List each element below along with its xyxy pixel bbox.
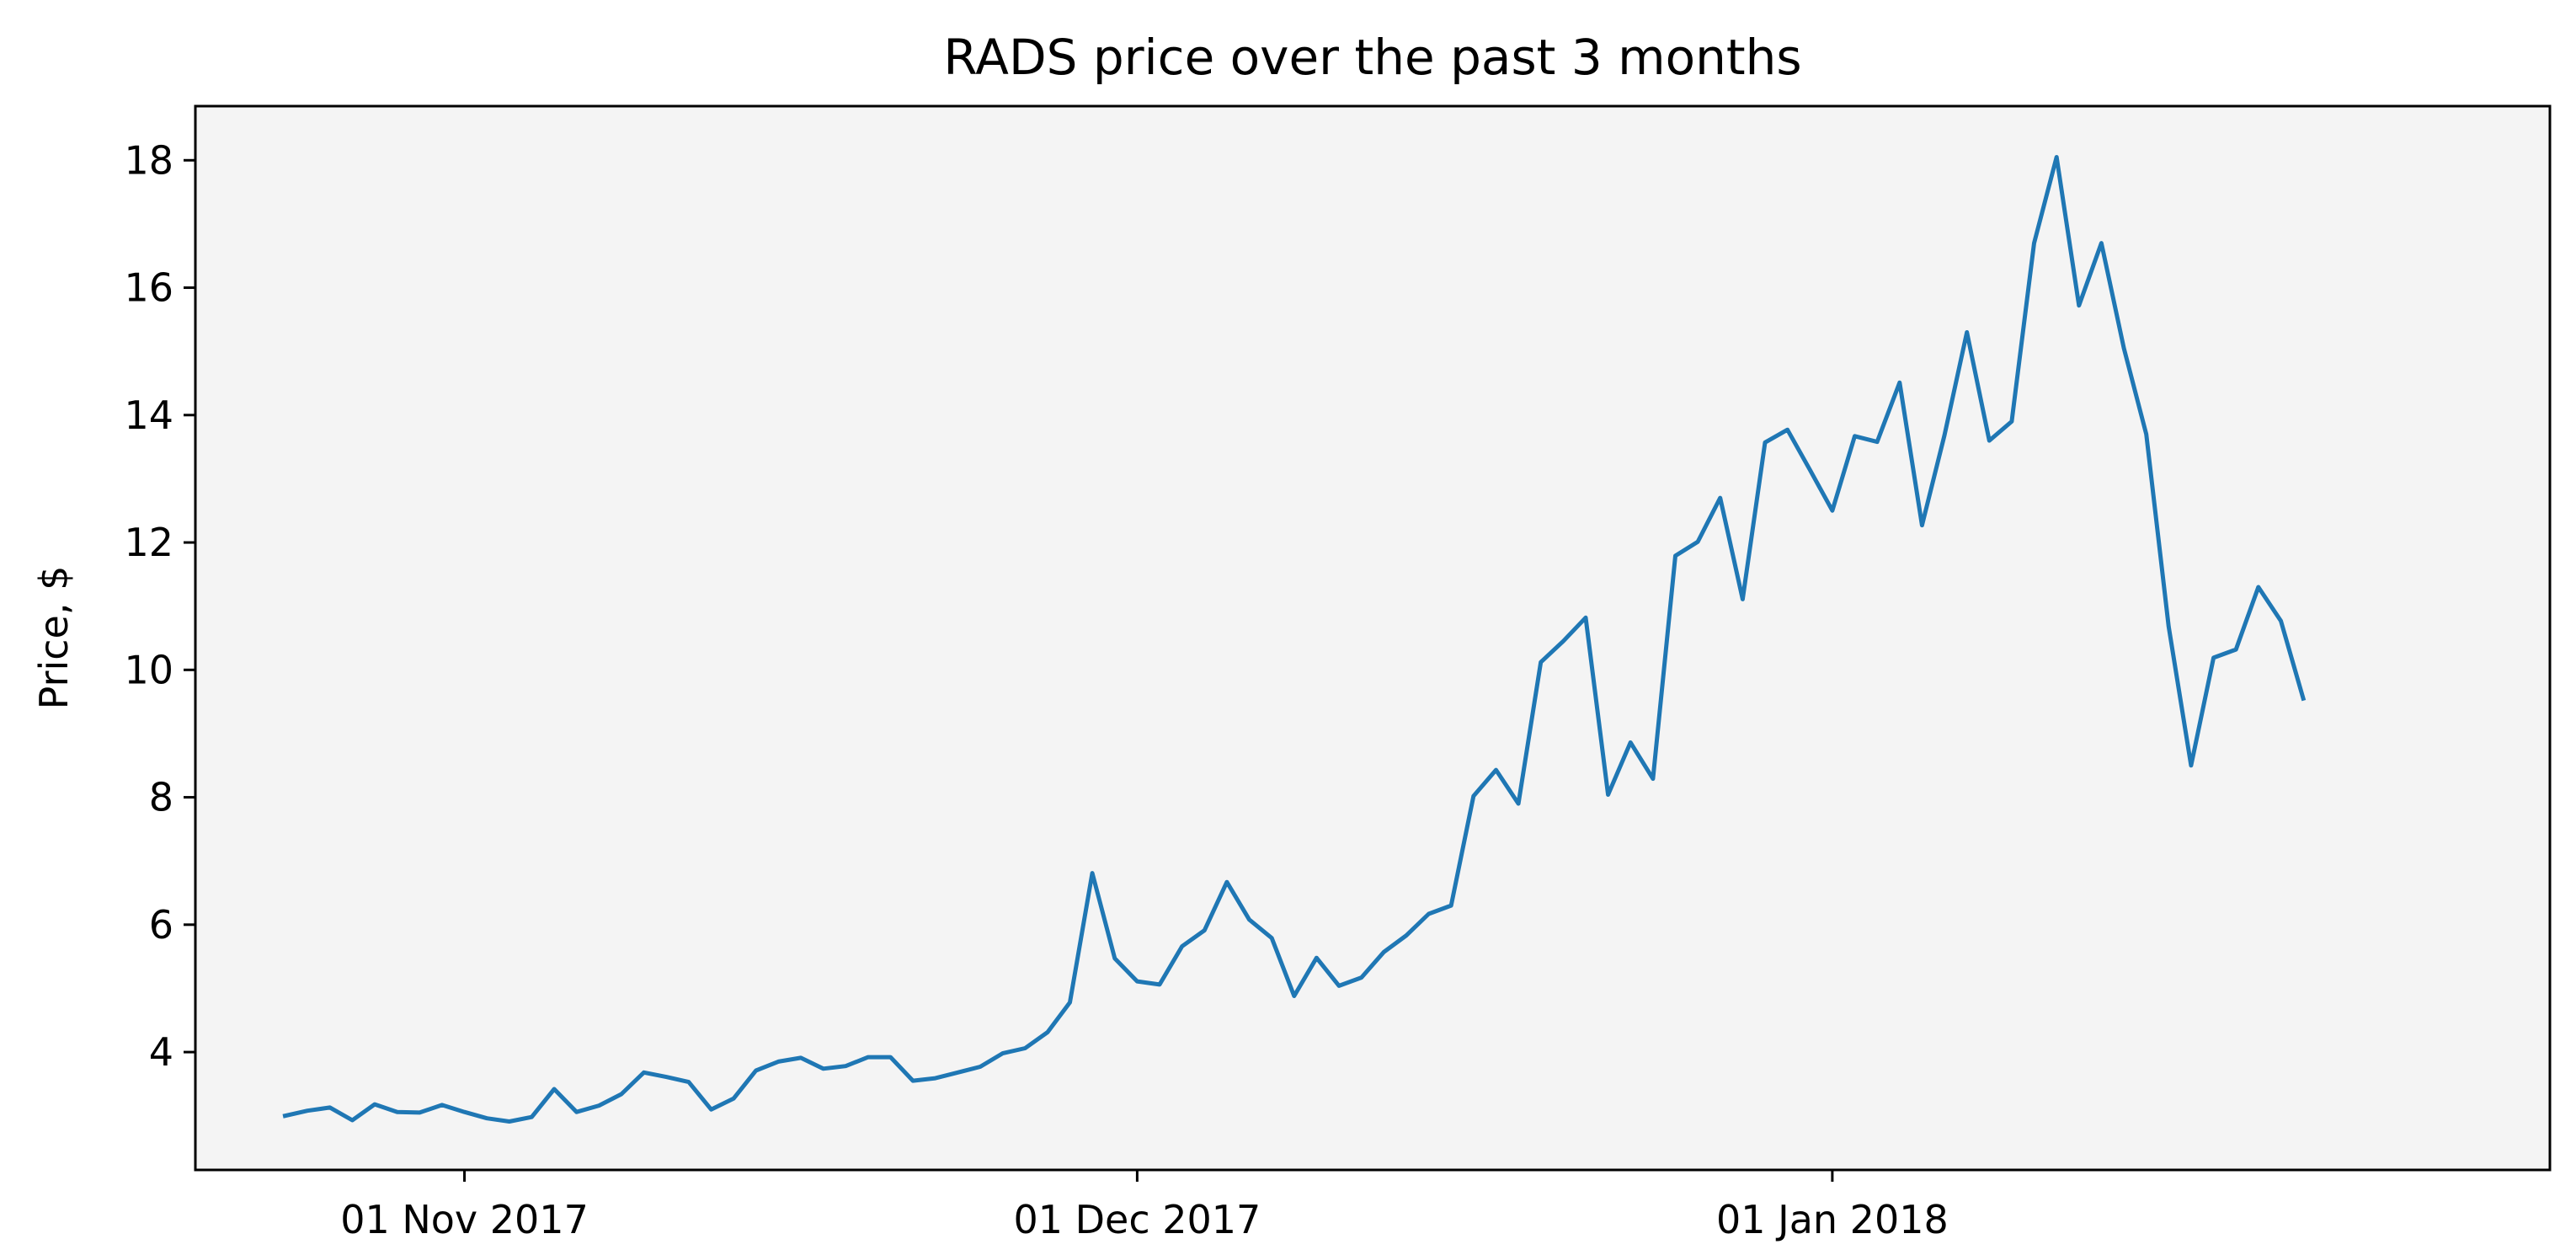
y-tick-label: 16	[124, 265, 173, 311]
y-tick-label: 18	[124, 137, 173, 183]
chart-title: RADS price over the past 3 months	[943, 29, 1801, 86]
y-tick-label: 12	[124, 520, 173, 565]
y-tick-label: 10	[124, 647, 173, 692]
y-tick-label: 8	[149, 775, 173, 820]
plot-area	[195, 106, 2550, 1170]
x-tick-label: 01 Nov 2017	[340, 1197, 589, 1242]
series-layer	[282, 155, 2307, 1124]
x-axis: 01 Nov 2017 01 Dec 2017 01 Jan 2018	[340, 1170, 1949, 1242]
x-tick-label: 01 Jan 2018	[1716, 1197, 1949, 1242]
y-axis-label: Price, $	[31, 566, 77, 710]
y-axis: 4 6 8 10 12 14 16 18	[124, 137, 195, 1075]
y-tick-label: 6	[149, 902, 173, 948]
series-line	[282, 155, 2307, 1124]
x-tick-label: 01 Dec 2017	[1013, 1197, 1261, 1242]
y-tick-label: 4	[149, 1029, 173, 1075]
axes-frame	[194, 104, 2552, 1172]
y-tick-label: 14	[124, 393, 173, 438]
